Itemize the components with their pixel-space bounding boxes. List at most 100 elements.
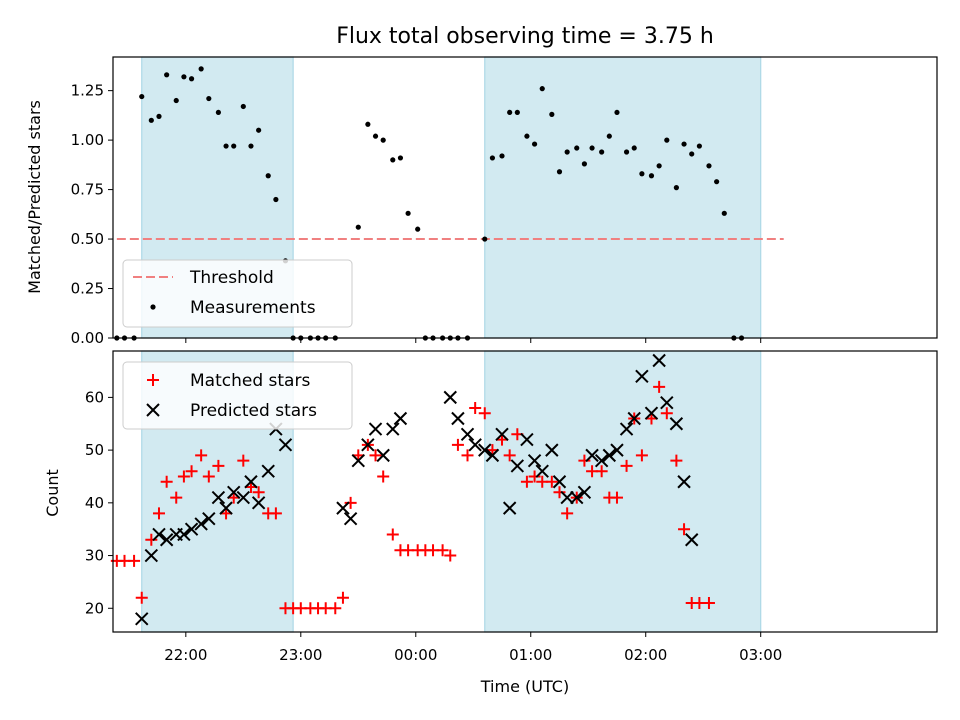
predicted-star-point xyxy=(602,448,617,463)
predicted-star-point xyxy=(194,517,208,531)
matched-star-point xyxy=(436,544,449,557)
measurement-point xyxy=(482,236,488,242)
matched-star-point xyxy=(670,454,683,467)
measurement-point xyxy=(514,109,520,116)
predicted-star-point xyxy=(159,533,174,547)
measurement-point xyxy=(721,210,727,216)
y-tick-label: 1.25 xyxy=(71,82,104,100)
measurement-point xyxy=(648,173,655,179)
predicted-star-point xyxy=(278,438,293,452)
predicted-star-point xyxy=(545,443,559,457)
predicted-star-point xyxy=(211,490,226,505)
predicted-star-point xyxy=(236,490,251,505)
measurement-point xyxy=(574,145,580,151)
measurement-point xyxy=(164,72,170,78)
matched-star-point xyxy=(520,475,533,488)
measurement-point xyxy=(372,133,379,139)
measurement-point xyxy=(173,97,179,104)
predicted-star-point xyxy=(610,443,624,457)
measurement-point xyxy=(606,133,612,139)
measurement-point xyxy=(614,109,620,116)
predicted-star-point xyxy=(485,448,500,463)
measurement-point xyxy=(365,121,371,127)
bottom-axes-frame xyxy=(112,350,938,633)
y-tick-label: 1.00 xyxy=(71,131,104,149)
matched-star-point xyxy=(553,486,566,499)
measurement-point xyxy=(564,149,570,155)
measurement-point xyxy=(681,141,687,147)
measurement-point xyxy=(380,137,386,143)
predicted-star-point xyxy=(351,453,365,468)
x-tick-label: 23:00 xyxy=(279,646,322,664)
predicted-star-point xyxy=(227,485,241,499)
legend-predicted-label: Predicted stars xyxy=(190,401,317,421)
measurement-point xyxy=(599,149,605,155)
chart-title: Flux total observing time = 3.75 h xyxy=(336,24,714,49)
predicted-star-point xyxy=(361,438,375,452)
matched-star-point xyxy=(128,554,141,567)
matched-star-point xyxy=(336,591,349,604)
measurement-point xyxy=(531,141,538,147)
measurement-point xyxy=(696,143,702,149)
predicted-star-point xyxy=(585,448,599,463)
y-tick-label: 0.25 xyxy=(71,280,104,298)
matched-star-point xyxy=(545,475,558,488)
observing-period-band xyxy=(484,350,762,633)
top-y-axis-label: Matched/Predicted stars xyxy=(25,100,44,294)
matched-star-point xyxy=(635,449,648,462)
matched-star-point xyxy=(170,491,183,504)
predicted-star-point xyxy=(660,395,674,410)
predicted-star-point xyxy=(527,453,542,468)
measurement-point xyxy=(581,161,588,167)
predicted-star-point xyxy=(336,501,350,515)
predicted-star-point xyxy=(635,369,649,384)
measurement-point xyxy=(248,143,254,149)
predicted-star-point xyxy=(570,490,584,505)
measurement-point xyxy=(415,226,421,232)
measurement-point xyxy=(639,171,645,177)
measurement-point xyxy=(231,143,237,149)
y-tick-label: 50 xyxy=(85,441,104,459)
measurement-point xyxy=(706,163,712,169)
matched-star-point xyxy=(478,407,491,420)
matched-star-point xyxy=(160,475,173,488)
observing-period-band xyxy=(484,56,762,339)
predicted-star-point xyxy=(144,548,159,563)
top-axes-frame xyxy=(112,56,938,339)
measurement-point xyxy=(673,185,679,191)
matched-star-point xyxy=(135,591,148,604)
predicted-star-point xyxy=(368,422,383,436)
measurement-point xyxy=(397,155,404,161)
predicted-star-point xyxy=(652,353,666,368)
measurement-point xyxy=(539,86,545,92)
matched-star-point xyxy=(369,449,382,462)
matched-star-point xyxy=(620,459,633,472)
matched-star-point xyxy=(344,496,357,509)
predicted-star-point xyxy=(135,612,149,626)
predicted-star-point xyxy=(184,522,199,536)
predicted-star-point xyxy=(495,427,509,442)
measurement-point xyxy=(714,179,720,185)
x-tick-label: 00:00 xyxy=(394,646,437,664)
measurement-point xyxy=(256,127,262,133)
measurement-point xyxy=(549,111,555,117)
matched-star-point xyxy=(702,597,715,610)
matched-star-point xyxy=(212,459,225,472)
measurement-point xyxy=(499,153,505,159)
matched-star-point xyxy=(595,465,608,478)
predicted-star-point xyxy=(261,464,275,478)
y-tick-label: 40 xyxy=(85,494,104,512)
legend-measurements-swatch xyxy=(150,304,156,310)
x-tick-label: 03:00 xyxy=(739,646,782,664)
predicted-star-point xyxy=(677,475,691,489)
legend-predicted-swatch xyxy=(146,403,160,417)
measurement-point xyxy=(631,145,637,151)
measurement-point xyxy=(489,155,496,161)
measurement-point xyxy=(507,109,513,116)
measurement-point xyxy=(390,157,396,163)
matched-star-point xyxy=(195,449,208,462)
matched-star-point xyxy=(152,507,165,520)
predicted-star-point xyxy=(251,496,266,510)
predicted-star-point xyxy=(510,459,525,473)
